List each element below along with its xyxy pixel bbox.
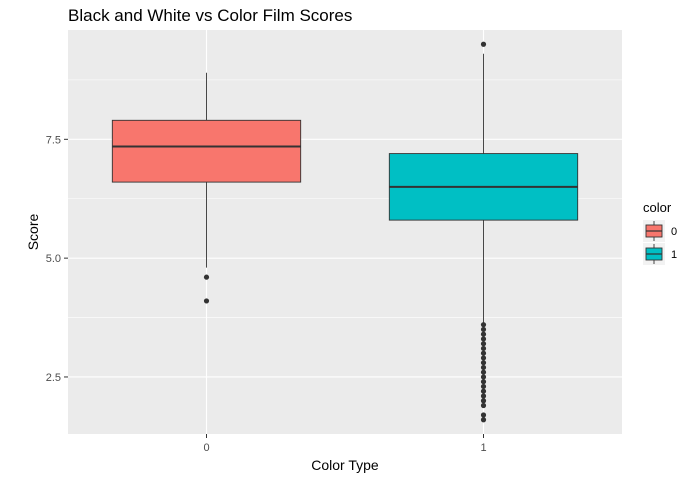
- outlier-point: [480, 360, 487, 366]
- outlier-point: [480, 379, 487, 385]
- outlier-point: [480, 345, 487, 352]
- x-tick-label: 0: [203, 442, 209, 454]
- x-tick-label: 1: [480, 442, 486, 454]
- outlier-point: [480, 393, 487, 399]
- outlier-point: [480, 388, 487, 394]
- outlier-point: [480, 402, 487, 409]
- iqr-box: [111, 119, 302, 183]
- legend-entry-1: 1: [643, 243, 677, 265]
- outlier-point: [480, 417, 487, 423]
- legend-label: 1: [671, 249, 677, 261]
- outlier-point: [480, 326, 487, 333]
- legend: color 0 1: [643, 200, 677, 265]
- box-layer: [111, 41, 579, 423]
- outlier-point: [480, 355, 487, 361]
- chart-title: Black and White vs Color Film Scores: [68, 6, 352, 25]
- outlier-point: [480, 341, 487, 347]
- outlier-point: [480, 369, 487, 375]
- outlier-point: [480, 331, 487, 337]
- outlier-point: [480, 336, 487, 342]
- y-tick-label: 2.5: [46, 372, 61, 384]
- y-tick-label: 5.0: [46, 253, 61, 265]
- x-axis-title: Color Type: [311, 457, 379, 473]
- box-group-1: [388, 41, 579, 423]
- legend-label: 0: [671, 226, 677, 238]
- outlier-point: [480, 364, 487, 371]
- outlier-point: [480, 374, 487, 380]
- outlier-point: [203, 274, 210, 280]
- outlier-point: [480, 398, 487, 404]
- y-tick-label: 7.5: [46, 134, 61, 146]
- plot-panel: [68, 30, 622, 434]
- outlier-point: [480, 322, 487, 328]
- outlier-point: [480, 383, 487, 390]
- outlier-point: [480, 41, 487, 47]
- box-group-0: [111, 72, 302, 304]
- outlier-point: [480, 412, 487, 418]
- legend-entry-0: 0: [643, 220, 677, 242]
- outlier-point: [480, 350, 487, 356]
- axis-ticks: 2.5 5.0 7.5 0 1: [46, 134, 487, 454]
- legend-title: color: [643, 200, 672, 215]
- y-axis-title: Score: [25, 214, 41, 251]
- outlier-point: [203, 298, 210, 304]
